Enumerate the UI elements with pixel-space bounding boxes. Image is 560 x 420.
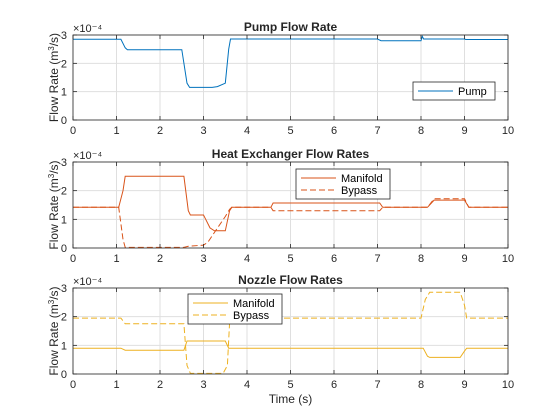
panel-1: 0 1 2 3 4 5 6 7 8 9 10 0 1 2 3 ×10⁻⁴ Pump Flow Rate Flow …	[47, 20, 515, 137]
legend-label-manifold: Manifold	[233, 298, 275, 310]
x-tick-label: 7	[374, 125, 380, 137]
y-axis-label: Flow Rate (m3/s)	[47, 160, 62, 249]
y-tick-label: 0	[61, 369, 67, 381]
x-tick-label: 8	[418, 253, 424, 265]
x-tick-label: 0	[70, 125, 76, 137]
y-exponent-label: ×10⁻⁴	[73, 150, 102, 162]
x-tick-label: 7	[374, 379, 380, 391]
legend-box	[412, 81, 496, 101]
y-tick-label: 2	[61, 186, 67, 198]
series-line-bypass	[73, 198, 508, 248]
x-tick-label: 9	[461, 253, 467, 265]
x-tick-label: 3	[200, 253, 206, 265]
y-tick-label: 1	[61, 87, 67, 99]
x-tick-label: 6	[331, 379, 337, 391]
y-tick-label: 3	[61, 30, 67, 42]
x-tick-label: 4	[244, 253, 250, 265]
panel-title: Nozzle Flow Rates	[238, 273, 343, 287]
panel-2: 0 1 2 3 4 5 6 7 8 9 10 0 1 2 3 ×10⁻⁴ Heat Exchanger Flow…	[47, 147, 515, 265]
legend-box	[295, 168, 391, 200]
x-tick-label: 5	[287, 379, 293, 391]
y-tick-label: 3	[61, 283, 67, 295]
x-tick-label: 4	[244, 125, 250, 137]
legend-label-bypass: Bypass	[341, 185, 378, 197]
x-tick-label: 3	[200, 379, 206, 391]
x-tick-label: 9	[461, 379, 467, 391]
y-axis-label: Flow Rate (m3/s)	[47, 33, 62, 122]
x-tick-label: 2	[157, 253, 163, 265]
x-tick-label: 5	[287, 253, 293, 265]
y-tick-label: 2	[61, 58, 67, 70]
x-tick-label: 1	[113, 125, 119, 137]
x-tick-label: 0	[70, 253, 76, 265]
legend-label-manifold: Manifold	[341, 173, 383, 185]
y-tick-label: 1	[61, 214, 67, 226]
y-exponent-label: ×10⁻⁴	[73, 276, 102, 288]
x-tick-label: 3	[200, 125, 206, 137]
x-tick-label: 4	[244, 379, 250, 391]
series-line-pump	[73, 35, 508, 88]
y-tick-label: 0	[61, 115, 67, 127]
x-tick-label: 2	[157, 125, 163, 137]
legend: Pump	[412, 81, 496, 101]
panel-3: 0 1 2 3 4 5 6 7 8 9 10 0 1 2 3 ×10⁻⁴ Nozzle Flow Rates Fl…	[47, 273, 515, 406]
x-axis-label: Time (s)	[269, 392, 313, 406]
x-tick-label: 1	[113, 379, 119, 391]
x-tick-label: 2	[157, 379, 163, 391]
x-tick-label: 5	[287, 125, 293, 137]
panel-title: Pump Flow Rate	[244, 20, 338, 34]
y-tick-label: 3	[61, 157, 67, 169]
x-tick-label: 10	[502, 125, 514, 137]
x-tick-label: 6	[331, 125, 337, 137]
x-tick-label: 7	[374, 253, 380, 265]
y-exponent-label: ×10⁻⁴	[73, 23, 102, 35]
y-tick-label: 2	[61, 312, 67, 324]
x-tick-label: 1	[113, 253, 119, 265]
x-tick-label: 10	[502, 379, 514, 391]
x-tick-label: 6	[331, 253, 337, 265]
series-line-manifold	[73, 340, 508, 358]
legend-box	[187, 293, 283, 325]
legend-label-bypass: Bypass	[233, 310, 270, 322]
y-axis-label: Flow Rate (m3/s)	[47, 286, 62, 375]
y-tick-label: 0	[61, 243, 67, 255]
x-tick-label: 0	[70, 379, 76, 391]
x-tick-label: 8	[418, 125, 424, 137]
x-tick-label: 9	[461, 125, 467, 137]
legend-label-pump: Pump	[458, 86, 487, 98]
x-tick-label: 8	[418, 379, 424, 391]
y-tick-label: 1	[61, 340, 67, 352]
x-tick-label: 10	[502, 253, 514, 265]
panel-title: Heat Exchanger Flow Rates	[212, 147, 370, 161]
